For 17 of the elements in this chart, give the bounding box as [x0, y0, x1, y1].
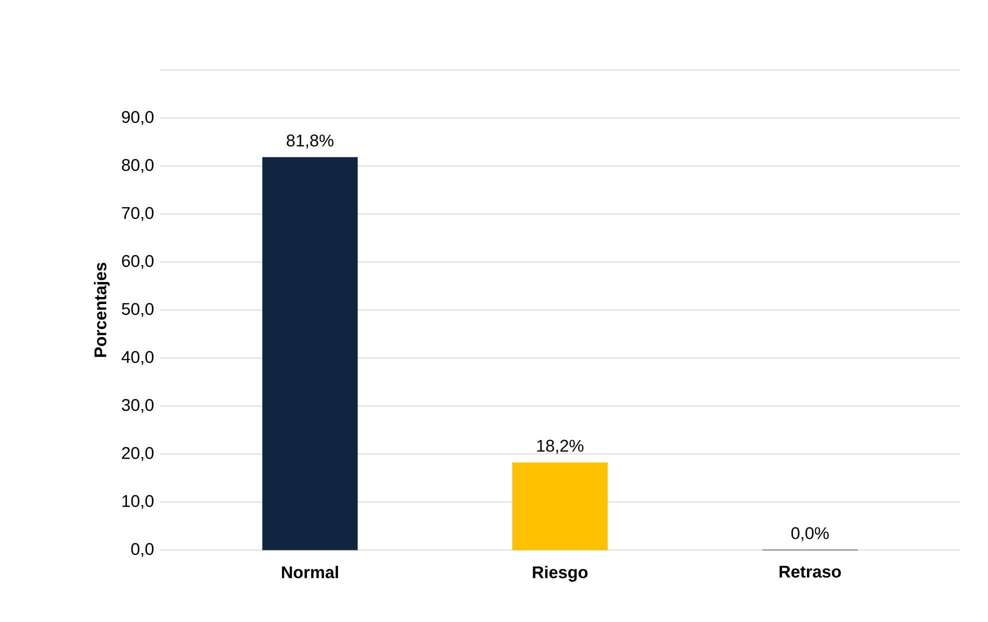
y-tick-label: 40,0 — [122, 351, 154, 365]
x-tick-label: Riesgo — [532, 566, 588, 582]
y-tick-label: 0,0 — [131, 543, 154, 557]
x-tick-label: Normal — [282, 566, 338, 578]
y-tick-label: 30,0 — [122, 399, 154, 413]
y-tick-label: 50,0 — [122, 303, 154, 317]
y-tick-label: 10,0 — [122, 495, 154, 509]
y-tick-label: 80,0 — [122, 158, 154, 173]
y-tick-label: 70,0 — [122, 207, 154, 221]
data-label: 0,0% — [791, 527, 829, 542]
data-label: 81,8% — [286, 134, 334, 149]
y-tick-label: 90,0 — [122, 110, 154, 125]
y-axis-title: Porcentajes — [94, 262, 110, 357]
data-label: 18,2% — [537, 440, 584, 454]
y-tick-label: 60,0 — [122, 255, 154, 269]
x-tick-label: Retraso — [780, 566, 841, 578]
y-tick-label: 20,0 — [122, 447, 154, 461]
